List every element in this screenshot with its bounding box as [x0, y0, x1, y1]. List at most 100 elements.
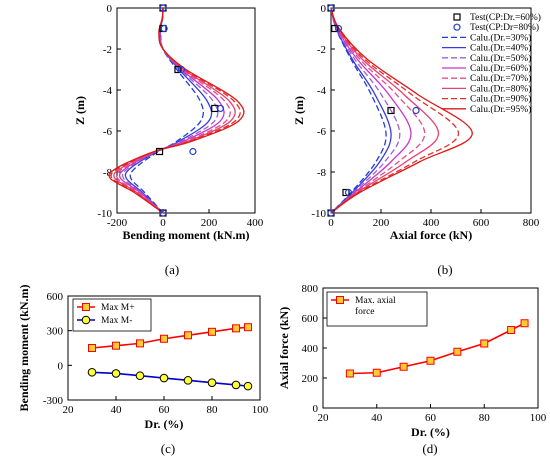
panel-a-series-line: [121, 7, 219, 214]
panel-a-series-line: [124, 7, 213, 214]
panel-d-point-square: [345, 369, 354, 378]
legend-label: Calu.(Dr.=95%): [470, 104, 531, 115]
panel-a-xtick-label: 0: [160, 217, 166, 229]
panel-c-ylabel: Bending moment (kN.m): [17, 284, 31, 411]
legend-entry: Calu.(Dr.=30%): [442, 32, 531, 43]
panel-b-series-line: [330, 7, 440, 214]
panel-c-ytick-label: -300: [43, 395, 64, 407]
panel-c-ytick-label: 600: [47, 291, 64, 303]
panel-c-legend-marker: [81, 315, 91, 325]
panel-c-point-circle: [231, 380, 241, 390]
legend-entry: Calu.(Dr.=90%): [442, 94, 531, 105]
legend-label: Calu.(Dr.=80%): [470, 83, 531, 94]
panel-d-legend-label: force: [355, 306, 375, 317]
panel-c-point-square: [88, 344, 96, 352]
panel-a-frame: [116, 7, 256, 214]
panel-a-ytick-label: -6: [103, 126, 113, 138]
panel-c-xtick-label: 100: [252, 404, 269, 416]
legend-label: Calu.(Dr.=50%): [470, 53, 531, 64]
panel-d-xtick-label: 40: [371, 412, 383, 424]
panel-a-series-line: [115, 7, 231, 214]
panel-b-test-point-square: [342, 188, 350, 197]
panel-b-test-point-circle: [344, 188, 353, 197]
panel-c-point-square: [232, 324, 240, 333]
legend-entry: Calu.(Dr.=70%): [442, 73, 531, 84]
panel-a-series-line: [118, 7, 225, 214]
panel-b-test-point-circle: [334, 24, 343, 33]
panel-a-series-line: [110, 7, 241, 214]
legend-marker-square: [453, 13, 461, 21]
panel-c-caption: (c): [161, 441, 175, 456]
legend-label: Calu.(Dr.=30%): [470, 32, 531, 43]
panel-a-ytick-label: -4: [103, 85, 113, 97]
panel-b-ytick-label: -2: [317, 44, 326, 56]
panel-d-point-square: [453, 347, 462, 356]
legend-label: Test(CP:Dr=80%): [470, 22, 539, 33]
legend-entry: Calu.(Dr.=95%): [442, 104, 531, 115]
panel-d-ytick-label: 0: [313, 403, 319, 415]
panel-c-xtick-label: 80: [207, 404, 219, 416]
panel-b-ytick-label: -6: [317, 126, 327, 138]
panel-c-xtick-label: 40: [111, 404, 123, 416]
panel-b-caption: (b): [437, 262, 452, 277]
panel-b-xtick-label: 600: [473, 217, 490, 229]
panel-b-series-line: [330, 7, 412, 214]
legend-entry: Calu.(Dr.=50%): [442, 53, 531, 64]
panel-d-xtick-label: 60: [425, 412, 437, 424]
legend-entry: Test(CP:Dr.=60%): [453, 12, 541, 23]
panel-a-ytick-label: 0: [107, 3, 113, 15]
legend-label: Test(CP:Dr.=60%): [470, 12, 541, 23]
panel-d-legend-label: Max. axial: [355, 296, 396, 306]
panel-c-xlabel: Dr. (%): [145, 417, 184, 431]
panel-b-series-line: [330, 7, 401, 214]
panel-b-test-point-circle: [327, 209, 335, 217]
panel-c-point-square: [112, 341, 120, 350]
panel-c-point-circle: [111, 369, 121, 378]
panel-d-ytick-label: 600: [302, 313, 319, 325]
panel-b-test-point-square: [331, 24, 339, 33]
legend-label: Calu.(Dr.=60%): [470, 63, 531, 74]
panel-a-series-line: [108, 7, 245, 214]
panel-c-xtick-label: 20: [63, 404, 75, 416]
panel-d-point-square: [426, 356, 435, 365]
panel-b-ytick-label: -8: [317, 167, 327, 179]
panel-a-test-point-circle: [159, 4, 167, 12]
panel-b-test-point-circle: [412, 106, 420, 115]
panel-c-point-square: [184, 331, 192, 340]
panel-c-legend-marker: [82, 303, 90, 311]
panel-d-xlabel: Dr. (%): [411, 425, 450, 439]
legend-label: Calu.(Dr.=70%): [470, 73, 531, 84]
panel-c-point-square: [208, 327, 216, 336]
panel-d-xtick-label: 100: [530, 412, 547, 424]
panel-c-point-square: [160, 334, 168, 343]
panel-c-point-square: [244, 323, 252, 332]
panel-c-point-circle: [243, 381, 253, 391]
legend-entry: Calu.(Dr.=60%): [442, 63, 531, 74]
panel-a-test-point-circle: [159, 209, 167, 217]
panel-a-caption: (a): [165, 262, 179, 277]
panel-d-point-square: [507, 326, 516, 334]
panel-b-ytick-label: 0: [321, 3, 327, 15]
panel-b-xtick-label: 200: [373, 217, 390, 229]
panel-c-legend-label: Max M+: [101, 303, 135, 313]
panel-b-ytick-label: -4: [317, 85, 327, 97]
panel-b-ylabel: Z (m): [292, 96, 306, 125]
panel-d-series-line: [349, 322, 525, 375]
panel-b-series-line: [330, 7, 426, 214]
panel-a-series-line: [129, 7, 204, 214]
panel-c-point-circle: [159, 373, 169, 383]
panel-a-test-point-square: [155, 147, 164, 156]
panel-a-ytick-label: -8: [103, 167, 113, 179]
panel-b-test-point-square: [387, 106, 395, 115]
panel-d-legend-marker: [336, 296, 344, 304]
panel-c-ytick-label: 0: [58, 360, 64, 372]
panel-c-point-circle: [207, 378, 217, 387]
panel-c-point-circle: [183, 376, 193, 385]
panel-d-ytick-label: 200: [302, 373, 319, 385]
panel-c-xtick-label: 60: [159, 404, 171, 416]
panel-d-ytick-label: 800: [302, 283, 319, 295]
panel-a-xtick-label: -200: [107, 217, 128, 229]
panel-d-xtick-label: 20: [318, 412, 330, 424]
panel-c-ytick-label: 300: [47, 326, 64, 338]
panel-c-point-circle: [135, 371, 145, 381]
